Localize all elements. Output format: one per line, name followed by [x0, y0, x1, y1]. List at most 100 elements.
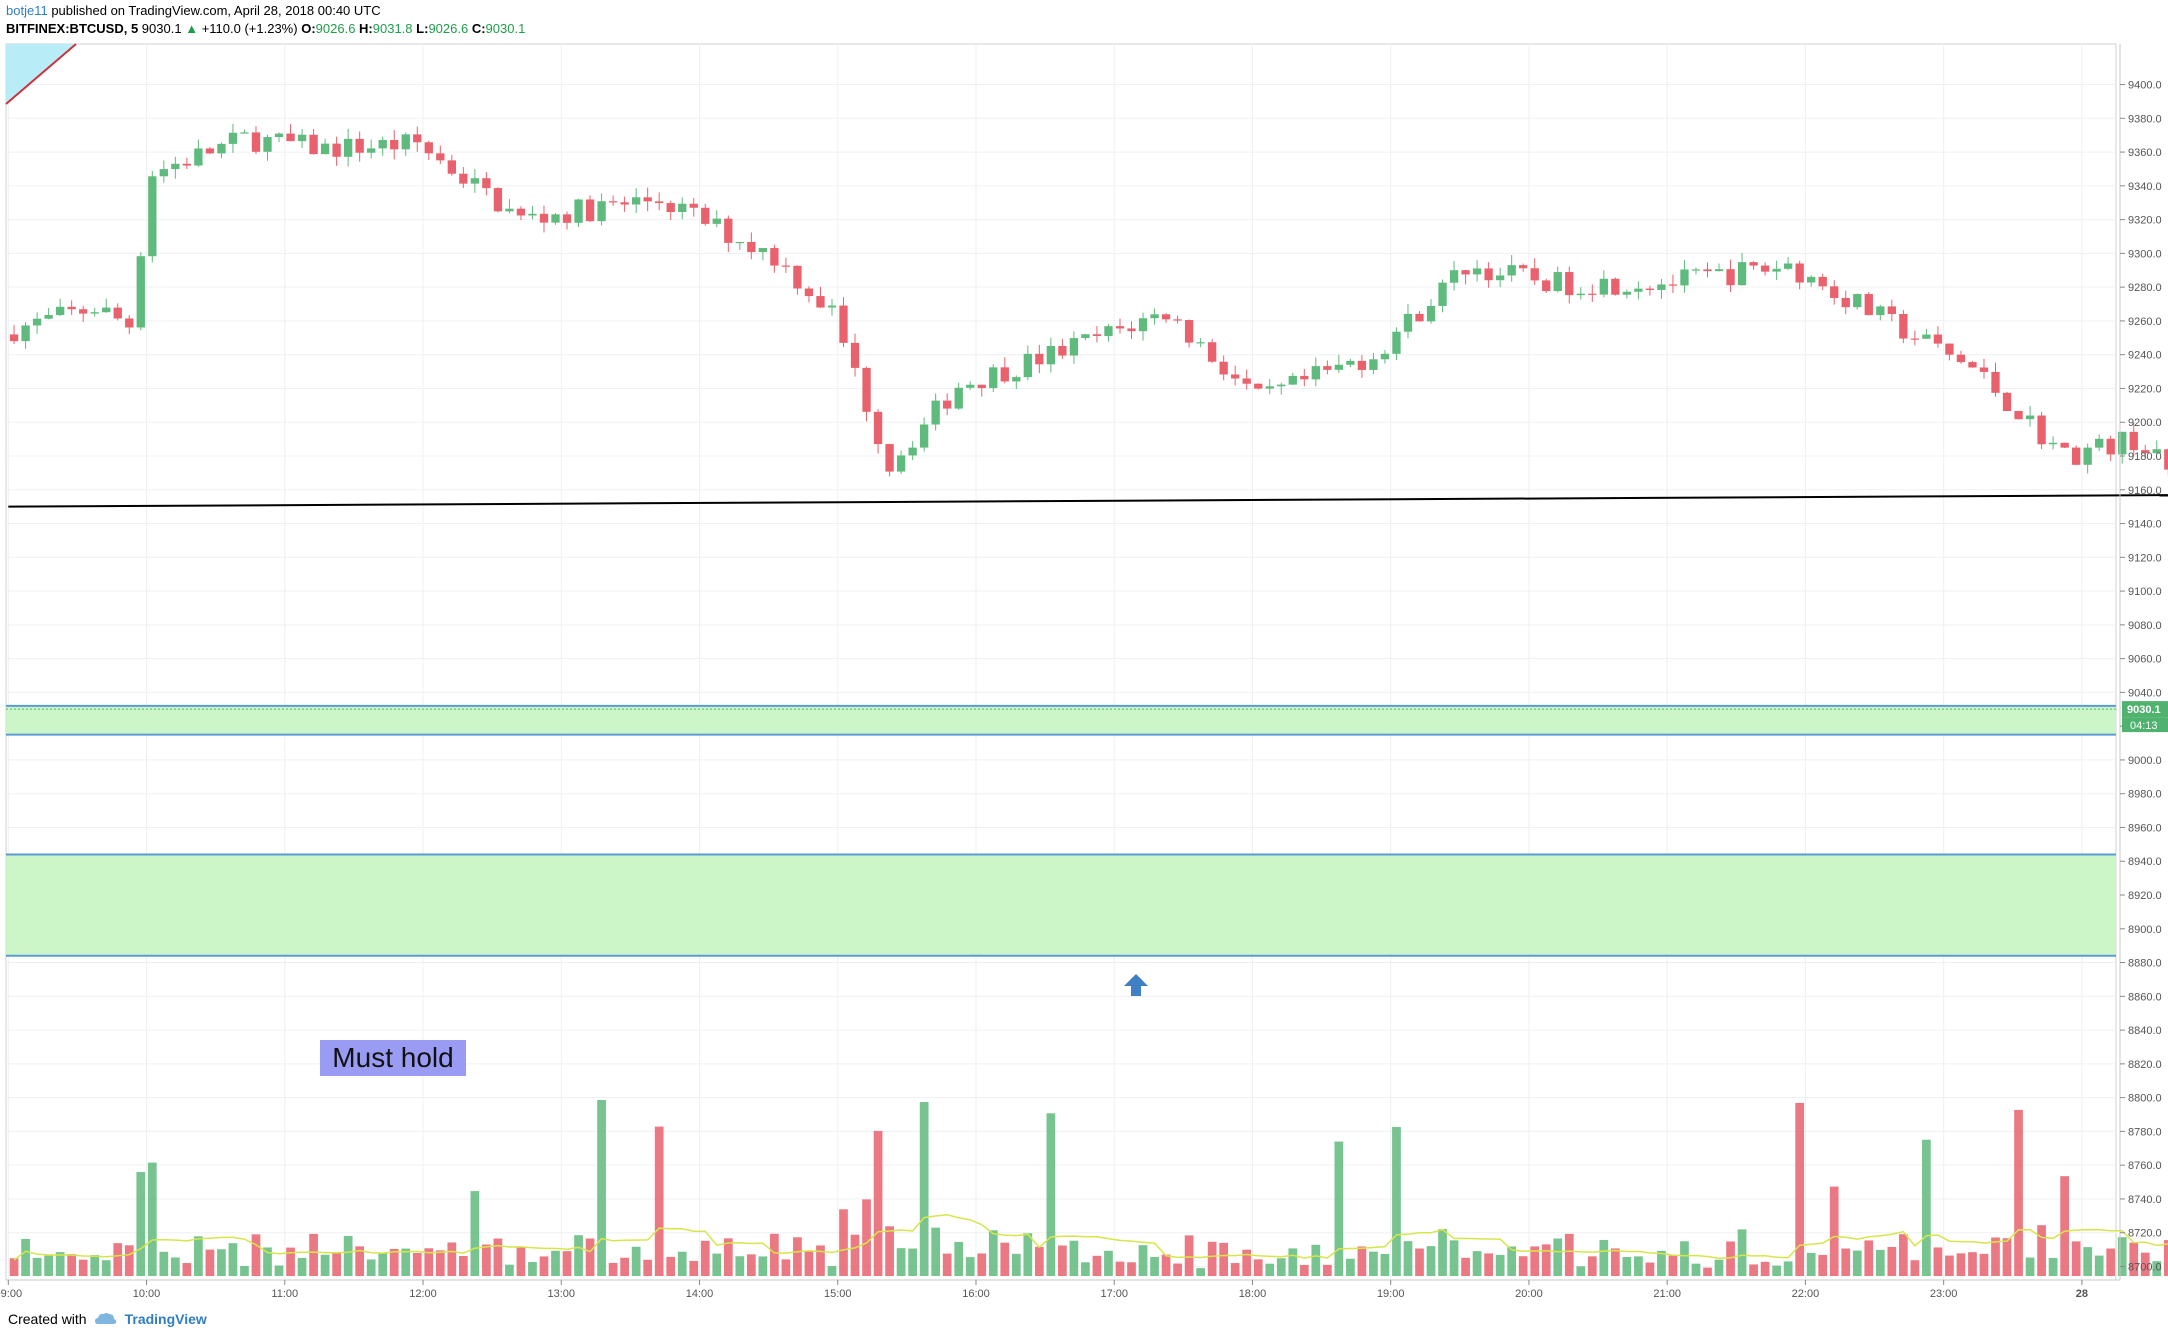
volume-bar	[1127, 1262, 1136, 1276]
candle	[2083, 447, 2092, 465]
candle	[1461, 270, 1470, 275]
price-tick-label: 8860.0	[2128, 991, 2162, 1003]
candle	[297, 134, 307, 142]
volume-bar	[2094, 1255, 2104, 1276]
price-tick-label: 9060.0	[2128, 654, 2162, 666]
volume-bar	[1680, 1241, 1689, 1276]
author-link[interactable]: botje11	[6, 3, 48, 18]
candle	[309, 134, 318, 155]
time-tick-label: 22:00	[1792, 1288, 1820, 1300]
volume-bar	[1288, 1248, 1298, 1276]
candle	[943, 400, 952, 409]
candle	[125, 318, 134, 328]
candle	[1265, 386, 1274, 389]
candle	[240, 132, 249, 134]
volume-bar	[528, 1262, 537, 1276]
candle	[608, 201, 618, 203]
time-tick-label: 15:00	[824, 1288, 852, 1300]
volume-bar	[2152, 1261, 2162, 1276]
candle	[1899, 314, 1908, 339]
volume-bar	[597, 1099, 606, 1276]
candle	[367, 148, 376, 153]
time-tick-label: 23:00	[1930, 1288, 1958, 1300]
volume-bar	[274, 1265, 284, 1276]
candle	[263, 137, 272, 152]
grid-lines	[6, 44, 2116, 1280]
volume-bar	[67, 1254, 77, 1276]
candle	[1657, 284, 1666, 290]
close-value: 9030.1	[485, 21, 526, 36]
volume-bar	[1564, 1233, 1574, 1276]
volume-bar	[1922, 1139, 1931, 1276]
volume-bar	[1461, 1257, 1470, 1276]
candle	[1311, 366, 1320, 380]
chart-header: botje11 published on TradingView.com, Ap…	[6, 2, 2156, 42]
volume-bar	[1587, 1256, 1597, 1276]
candle	[217, 143, 226, 154]
volume-bar	[1438, 1229, 1447, 1276]
volume-bars	[9, 1099, 2168, 1276]
candle	[2129, 431, 2138, 451]
candle	[148, 176, 157, 257]
candle	[804, 288, 814, 297]
volume-bar	[401, 1248, 411, 1276]
price-tick-label: 9240.0	[2128, 350, 2162, 362]
volume-bar	[159, 1251, 169, 1276]
volume-bar	[1380, 1253, 1390, 1276]
candle	[966, 384, 975, 388]
candle	[2002, 392, 2012, 412]
volume-bar	[2002, 1238, 2012, 1276]
candle	[1300, 375, 1309, 380]
volume-bar	[551, 1250, 560, 1276]
volume-bar	[355, 1246, 365, 1276]
volume-bar	[1795, 1102, 1805, 1276]
candle	[1346, 360, 1355, 365]
candle	[977, 384, 986, 389]
candle	[205, 148, 215, 154]
candle	[1530, 268, 1539, 281]
candle	[516, 208, 526, 216]
candle	[2118, 431, 2127, 455]
candle	[355, 138, 364, 153]
published-text: published on TradingView.com, April 28, …	[51, 3, 381, 18]
volume-bar	[389, 1248, 399, 1276]
volume-bar	[194, 1236, 203, 1276]
candle	[1634, 288, 1643, 292]
candle	[1277, 384, 1286, 387]
candle	[1161, 314, 1171, 320]
price-tick-label: 9380.0	[2128, 113, 2162, 125]
volume-bar	[1357, 1246, 1367, 1276]
volume-bar	[1668, 1255, 1678, 1276]
volume-bar	[1265, 1263, 1275, 1276]
volume-bar	[482, 1244, 491, 1276]
last-price-label: 9030.1	[2127, 704, 2161, 716]
footer: Created with TradingView	[8, 1308, 207, 1330]
time-tick-label: 21:00	[1653, 1288, 1681, 1300]
volume-bar	[1392, 1127, 1401, 1276]
countdown-label: 04:13	[2130, 720, 2158, 732]
time-tick-label: 11:00	[271, 1288, 298, 1300]
candle	[1207, 342, 1217, 362]
volume-bar	[90, 1255, 100, 1276]
candle	[1242, 378, 1251, 384]
candle	[21, 325, 30, 342]
volume-bar	[1622, 1256, 1632, 1276]
candle	[735, 241, 744, 244]
candle	[390, 139, 399, 150]
volume-bar	[1334, 1141, 1344, 1276]
volume-bar	[1714, 1259, 1724, 1276]
candle	[332, 143, 341, 157]
volume-bar	[793, 1237, 802, 1276]
candle	[55, 306, 65, 316]
candle	[1288, 375, 1297, 385]
tradingview-brand[interactable]: TradingView	[124, 1311, 207, 1327]
volume-bar	[631, 1246, 641, 1276]
candle	[67, 306, 76, 310]
volume-bar	[2014, 1109, 2023, 1276]
volume-bar	[643, 1259, 653, 1276]
volume-ma-line	[13, 1214, 2168, 1261]
candle	[1104, 326, 1113, 336]
candle	[793, 265, 802, 289]
volume-bar	[251, 1234, 261, 1276]
